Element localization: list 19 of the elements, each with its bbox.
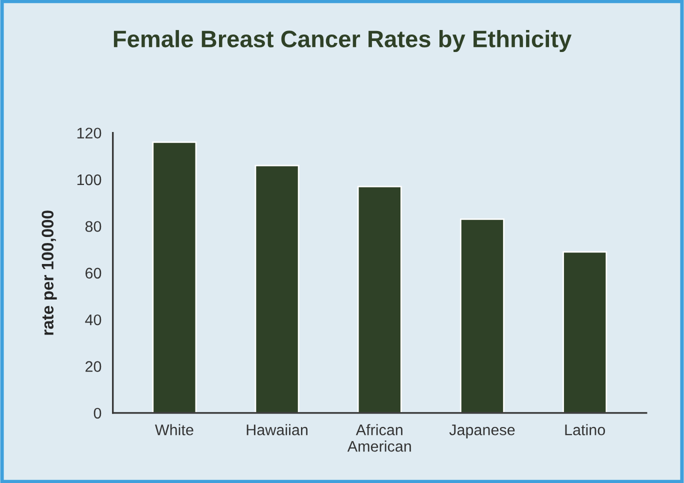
y-tick-label: 80: [85, 221, 102, 232]
x-tick-label: Latino: [565, 424, 605, 436]
bar: [562, 251, 608, 413]
x-tick-label: Japanese: [449, 424, 515, 438]
bar: [357, 186, 402, 413]
x-tick-label: White: [154, 424, 194, 436]
y-tick-label: 120: [77, 128, 102, 139]
y-tick-label: 0: [94, 408, 102, 419]
x-tick-label: African American: [347, 424, 411, 452]
chart-title: Female Breast Cancer Rates by Ethnicity: [114, 30, 572, 52]
y-tick-label: 40: [85, 314, 102, 326]
bar: [460, 218, 504, 413]
y-axis-title: rate per 100,000: [42, 210, 57, 335]
y-tick-label: 20: [86, 361, 102, 372]
y-tick-label: 100: [77, 174, 102, 186]
x-tick-label: Hawaiian: [246, 424, 308, 436]
bar: [254, 164, 300, 413]
bar: [152, 141, 197, 413]
y-tick-label: 60: [86, 268, 102, 279]
